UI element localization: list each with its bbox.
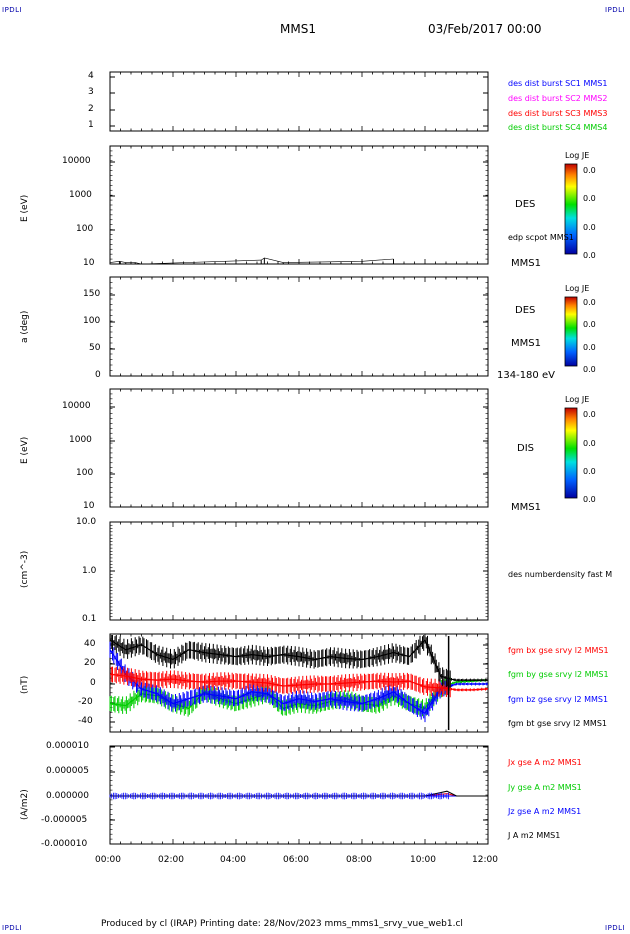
p3-colorbar-tick: 0.0 xyxy=(583,320,596,329)
p2-spacecraft-label: MMS1 xyxy=(511,258,541,269)
x-tick-label: 04:00 xyxy=(220,855,246,865)
p1-ytick-label: 1 xyxy=(88,120,94,130)
p3-instrument-label: DES xyxy=(515,305,536,316)
p7-legend-item: Jz gse A m2 MMS1 xyxy=(508,807,582,816)
p3-frame xyxy=(109,276,489,377)
p3-colorbar-title: Log JE xyxy=(565,284,590,293)
x-tick-label: 10:00 xyxy=(410,855,436,865)
p7-legend-item: Jy gse A m2 MMS1 xyxy=(508,783,582,792)
date-title: 03/Feb/2017 00:00 xyxy=(428,22,542,36)
x-tick-label: 08:00 xyxy=(346,855,372,865)
x-tick-label: 12:00 xyxy=(472,855,498,865)
p2-ytick-label: 1000 xyxy=(69,190,92,200)
p4-colorbar-title: Log JE xyxy=(565,395,590,404)
corner-label-top-left: IPDLI xyxy=(2,6,23,14)
b-series-band xyxy=(109,635,488,688)
p1-legend-item: des dist burst SC2 MMS2 xyxy=(508,94,608,103)
p4-colorbar-tick: 0.0 xyxy=(583,495,596,504)
p7-ytick-label: 0.000000 xyxy=(46,791,89,801)
p1-ytick-label: 2 xyxy=(88,104,94,114)
p5-legend-item: des numberdensity fast M xyxy=(508,570,613,579)
p7-ytick-label: 0.000005 xyxy=(46,766,89,776)
x-tick-label: 00:00 xyxy=(95,855,121,865)
p2-scpot-label: edp scpot MMS1 xyxy=(508,233,574,242)
b-series-band xyxy=(110,666,488,698)
p5-y-axis-label: (cm^-3) xyxy=(20,550,30,588)
corner-label-bottom-right: IPDLI xyxy=(605,924,626,932)
x-tick-label: 02:00 xyxy=(158,855,184,865)
p4-spacecraft-label: MMS1 xyxy=(511,502,541,513)
p6-ytick-label: -40 xyxy=(78,716,93,726)
p5-ytick-label: 0.1 xyxy=(82,614,97,624)
p4-colorbar-tick: 0.0 xyxy=(583,439,596,448)
p1-legend-item: des dist burst SC4 MMS4 xyxy=(508,123,608,132)
p5-ytick-label: 10.0 xyxy=(76,517,97,527)
p6-legend-item: fgm bx gse srvy l2 MMS1 xyxy=(508,646,609,655)
p2-ytick-label: 10 xyxy=(83,258,95,268)
p7-y-axis-label: (A/m2) xyxy=(20,789,30,820)
p4-ytick-label: 10000 xyxy=(62,401,91,411)
p2-colorbar-tick: 0.0 xyxy=(583,194,596,203)
p6-legend-item: fgm bt gse srvy l2 MMS1 xyxy=(508,719,607,728)
p6-y-axis-label: (nT) xyxy=(20,675,30,694)
p5-ytick-label: 1.0 xyxy=(82,566,97,576)
p3-colorbar-tick: 0.0 xyxy=(583,343,596,352)
p7-ytick-label: 0.000010 xyxy=(46,741,89,751)
p7-ytick-label: -0.000005 xyxy=(41,815,88,825)
p3-spacecraft-label: MMS1 xyxy=(511,338,541,349)
p2-colorbar-title: Log JE xyxy=(565,151,590,160)
p6-ytick-label: -20 xyxy=(78,697,93,707)
p2-ytick-label: 10000 xyxy=(62,156,91,166)
p4-colorbar-tick: 0.0 xyxy=(583,467,596,476)
p4-instrument-label: DIS xyxy=(517,443,534,454)
p1-ytick-label: 4 xyxy=(88,71,94,81)
p2-colorbar xyxy=(564,163,578,255)
p7-ytick-label: -0.000010 xyxy=(41,839,88,849)
p4-y-axis-label: E (eV) xyxy=(20,436,30,464)
p2-colorbar-tick: 0.0 xyxy=(583,223,596,232)
p2-colorbar-tick: 0.0 xyxy=(583,251,596,260)
p1-legend-item: des dist burst SC3 MMS3 xyxy=(508,109,608,118)
p1-legend-item: des dist burst SC1 MMS1 xyxy=(508,79,608,88)
p1-ytick-label: 3 xyxy=(88,87,94,97)
p3-y-axis-label: a (deg) xyxy=(20,310,30,343)
mission-title: MMS1 xyxy=(280,22,316,36)
p3-ytick-label: 150 xyxy=(83,289,101,299)
p5-frame xyxy=(109,521,489,621)
footer-credits: Produced by cl (IRAP) Printing date: 28/… xyxy=(101,919,463,929)
p2-y-axis-label: E (eV) xyxy=(20,194,30,222)
p3-colorbar xyxy=(564,296,578,367)
p7-legend-item: J A m2 MMS1 xyxy=(508,831,561,840)
p6-ytick-label: 40 xyxy=(84,639,96,649)
p1-frame xyxy=(109,71,489,132)
p3-colorbar-tick: 0.0 xyxy=(583,298,596,307)
p4-frame xyxy=(109,388,489,508)
p3-ytick-label: 50 xyxy=(89,343,101,353)
p2-ytick-label: 100 xyxy=(76,224,94,234)
p3-colorbar-tick: 0.0 xyxy=(583,365,596,374)
p4-colorbar-tick: 0.0 xyxy=(583,410,596,419)
p4-ytick-label: 10 xyxy=(83,501,95,511)
scpot-series-line xyxy=(109,257,394,265)
p7-legend-item: Jx gse A m2 MMS1 xyxy=(508,758,582,767)
p6-legend-item: fgm bz gse srvy l2 MMS1 xyxy=(508,695,609,704)
p2-instrument-label: DES xyxy=(515,199,536,210)
p6-ytick-label: 0 xyxy=(90,678,96,688)
p3-ytick-label: 0 xyxy=(95,370,101,380)
p4-ytick-label: 1000 xyxy=(69,435,92,445)
p2-frame xyxy=(109,145,489,265)
corner-label-top-right: IPDLI xyxy=(605,6,626,14)
p4-ytick-label: 100 xyxy=(76,468,94,478)
j-series-band xyxy=(109,792,449,800)
x-tick-label: 06:00 xyxy=(283,855,309,865)
p2-colorbar-tick: 0.0 xyxy=(583,166,596,175)
p6-ytick-label: 20 xyxy=(84,658,96,668)
corner-label-bottom-left: IPDLI xyxy=(2,924,23,932)
p4-colorbar xyxy=(564,407,578,499)
p3-ytick-label: 100 xyxy=(83,316,101,326)
p3-energy-range-label: 134-180 eV xyxy=(497,370,555,381)
p6-legend-item: fgm by gse srvy l2 MMS1 xyxy=(508,670,609,679)
